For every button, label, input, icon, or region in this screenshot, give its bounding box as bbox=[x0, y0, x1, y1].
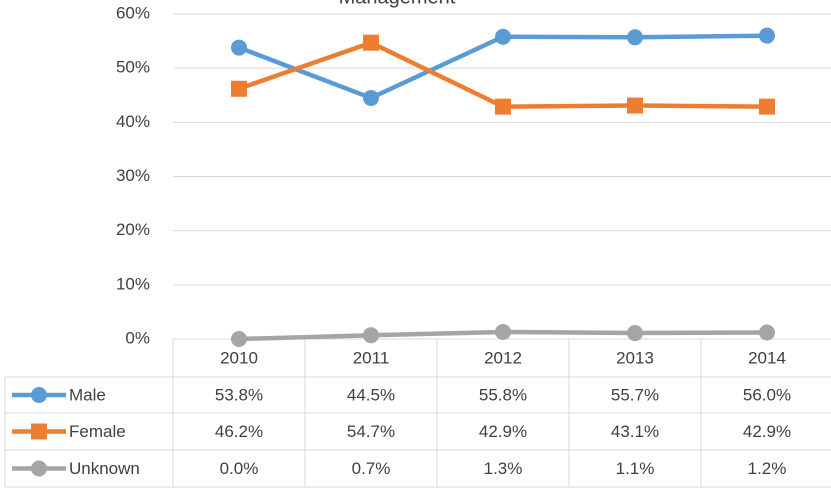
table-cell: 54.7% bbox=[347, 422, 395, 441]
point bbox=[495, 28, 511, 45]
x-tick-label: 2013 bbox=[616, 348, 654, 367]
y-tick-label: 50% bbox=[116, 58, 150, 77]
table-cell: 1.3% bbox=[484, 459, 523, 478]
legend-label: Female bbox=[69, 422, 126, 441]
y-tick-label: 20% bbox=[116, 220, 150, 239]
table-cell: 55.8% bbox=[479, 385, 527, 404]
table-cell: 0.7% bbox=[352, 459, 391, 478]
y-tick-label: 40% bbox=[116, 112, 150, 131]
table-cell: 42.9% bbox=[743, 422, 791, 441]
legend-marker bbox=[31, 423, 47, 440]
x-tick-label: 2012 bbox=[484, 348, 522, 367]
point bbox=[231, 80, 247, 97]
legend-label: Male bbox=[69, 385, 106, 404]
table-cell: 42.9% bbox=[479, 422, 527, 441]
point bbox=[363, 327, 379, 344]
table-cell: 53.8% bbox=[215, 385, 263, 404]
legend-label: Unknown bbox=[69, 459, 140, 478]
point bbox=[759, 27, 775, 44]
series-line bbox=[238, 40, 768, 109]
table-cell: 46.2% bbox=[215, 422, 263, 441]
point bbox=[759, 324, 775, 341]
point bbox=[627, 29, 643, 46]
table-cell: 55.7% bbox=[611, 385, 659, 404]
point bbox=[627, 325, 643, 342]
y-tick-label: 0% bbox=[125, 328, 150, 347]
table-cell: 1.2% bbox=[748, 459, 787, 478]
point bbox=[363, 89, 379, 106]
x-tick-label: 2014 bbox=[748, 348, 786, 367]
legend-marker bbox=[31, 460, 47, 477]
chart-title: Management bbox=[339, 0, 456, 8]
table-cell: 56.0% bbox=[743, 385, 791, 404]
table-cell: 43.1% bbox=[611, 422, 659, 441]
x-tick-label: 2010 bbox=[220, 348, 258, 367]
legend-marker bbox=[31, 387, 47, 403]
point bbox=[231, 39, 247, 56]
point bbox=[627, 97, 643, 114]
y-tick-label: 30% bbox=[116, 166, 150, 185]
point bbox=[759, 98, 775, 115]
series-line bbox=[238, 33, 768, 101]
x-tick-label: 2011 bbox=[353, 348, 390, 367]
point bbox=[363, 34, 379, 51]
point bbox=[495, 98, 511, 115]
y-tick-label: 10% bbox=[116, 274, 150, 293]
point bbox=[231, 331, 247, 347]
table-cell: 0.0% bbox=[220, 459, 259, 478]
table-cell: 44.5% bbox=[347, 385, 395, 404]
y-tick-label: 60% bbox=[116, 3, 150, 22]
point bbox=[495, 323, 511, 340]
table-cell: 1.1% bbox=[616, 459, 655, 478]
